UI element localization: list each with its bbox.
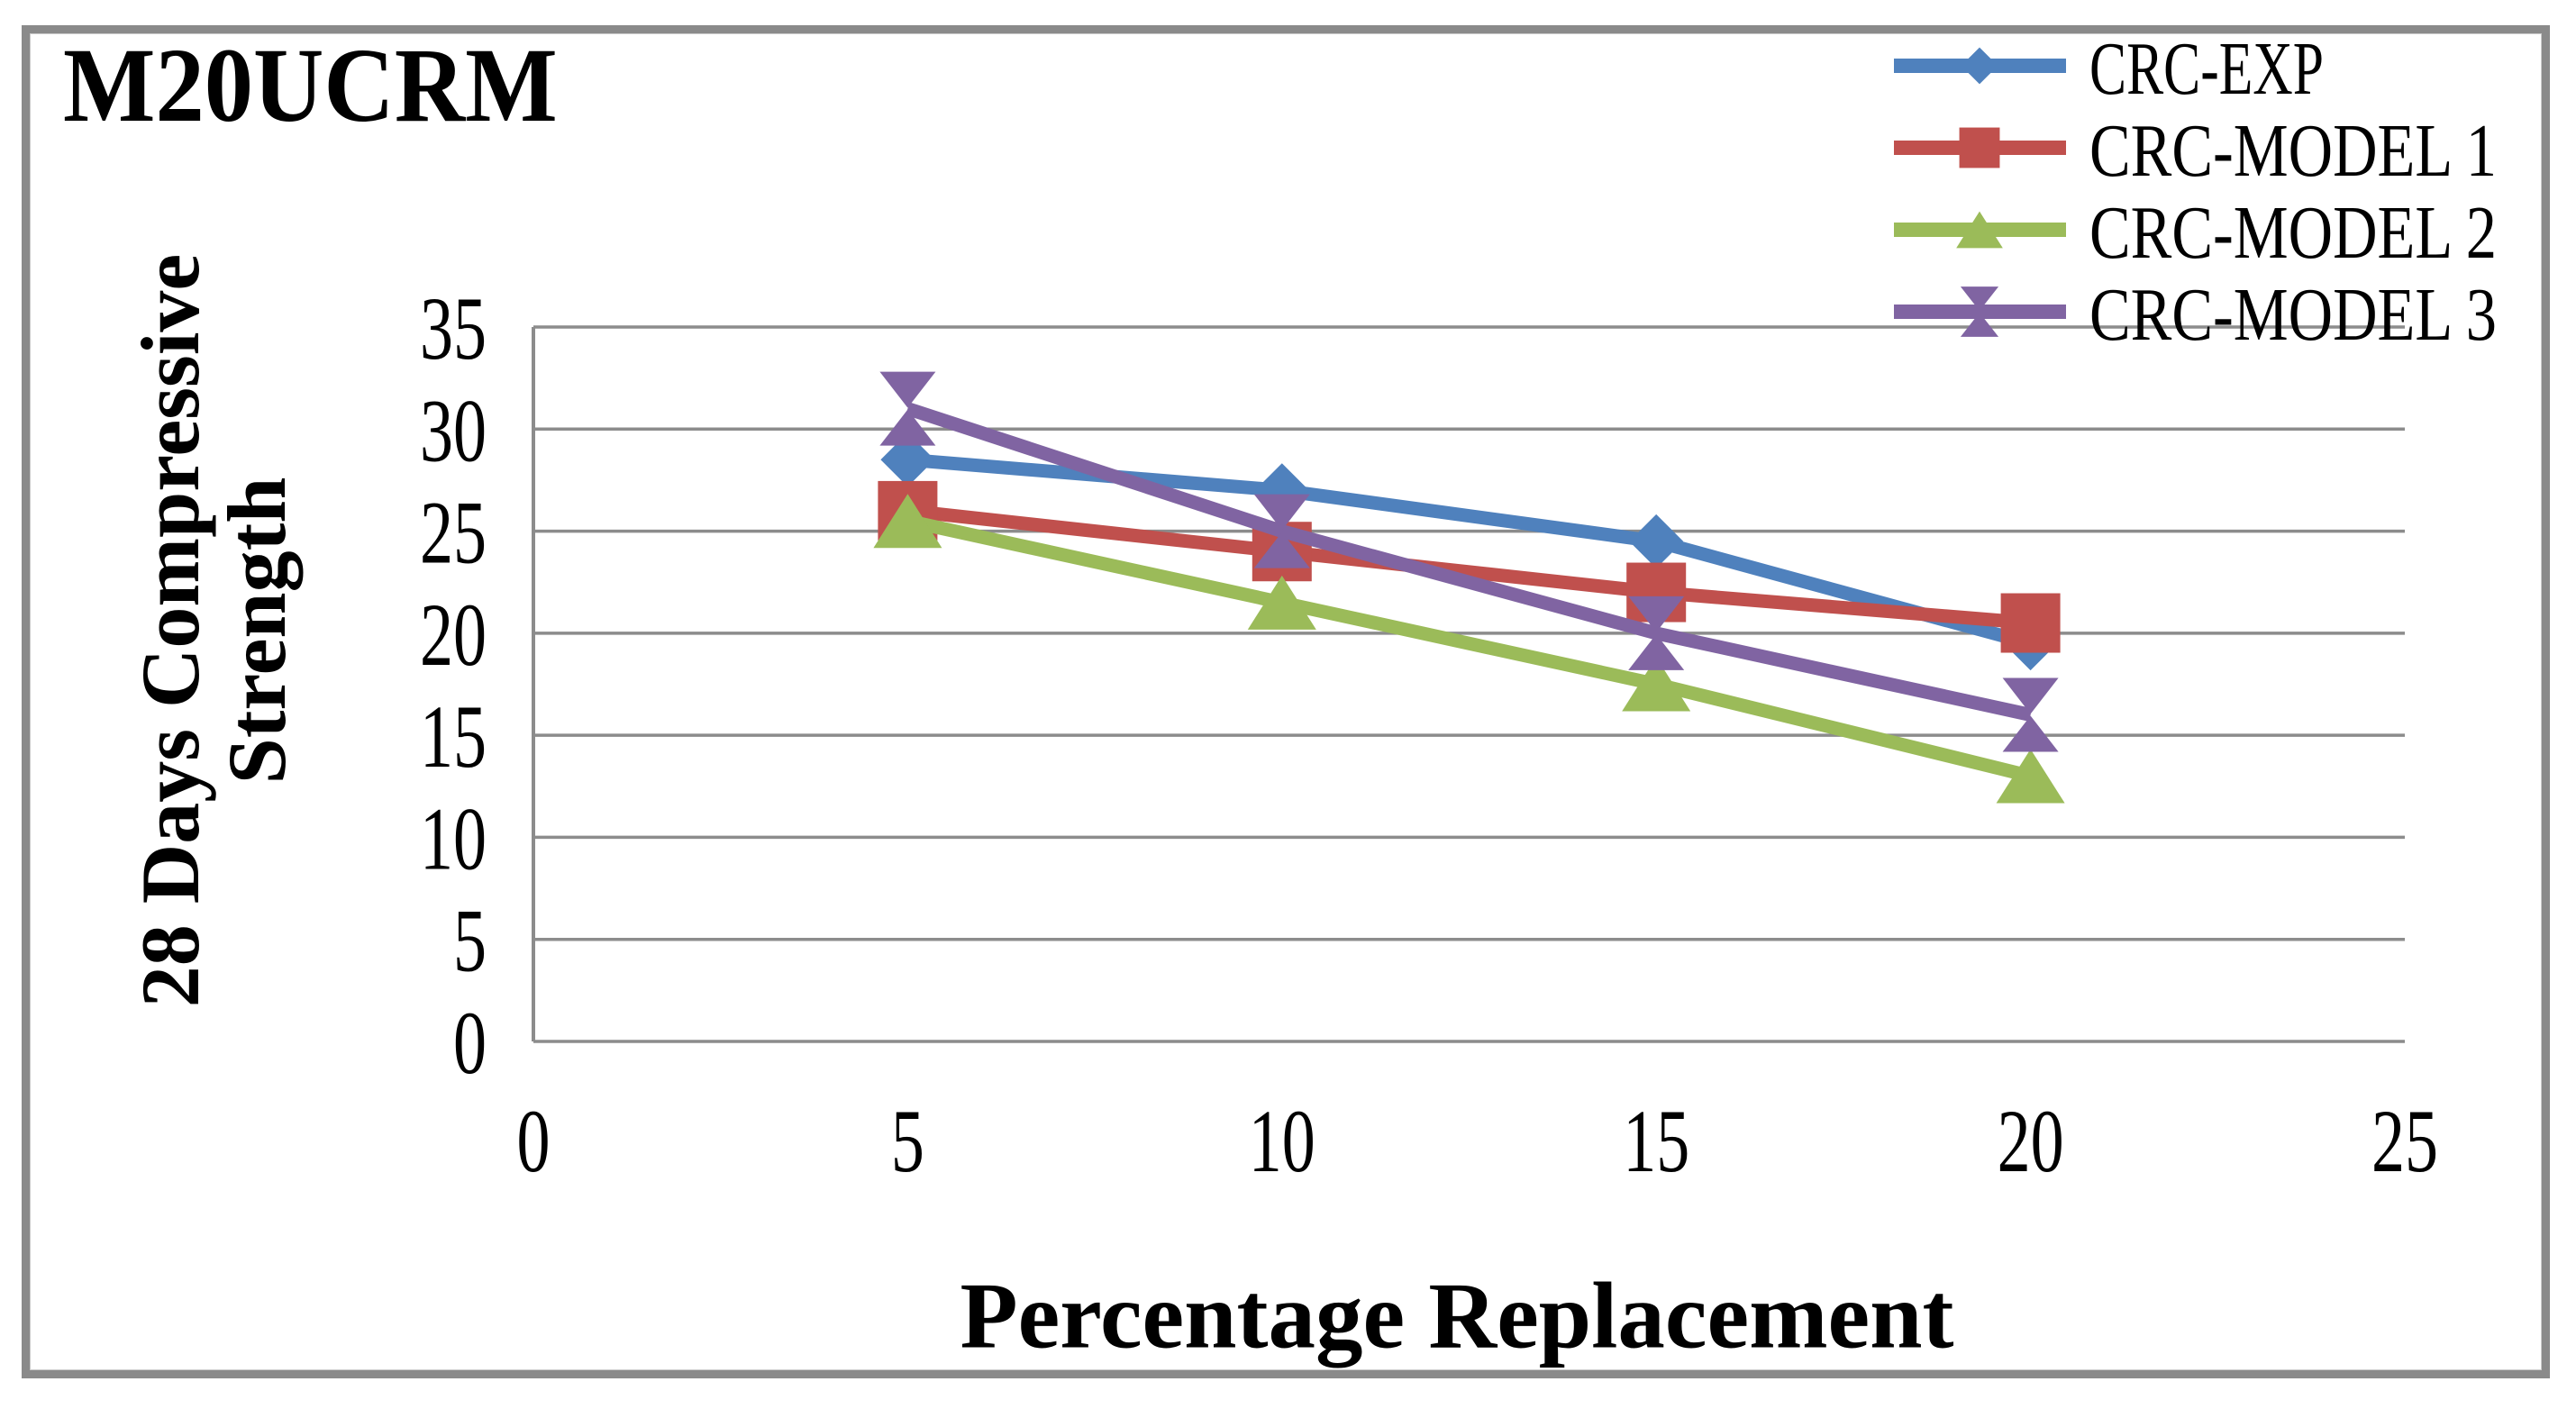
legend-item-CRC-MODEL 1: CRC-MODEL 1 <box>1894 109 2497 193</box>
marker-bowtie-x-legend-CRC-MODEL 3 <box>1960 286 1999 337</box>
y-tick-label-30: 30 <box>420 380 487 480</box>
series-line-CRC-MODEL 2 <box>906 514 2033 783</box>
marker-square-CRC-MODEL 1-x20 <box>2000 593 2061 653</box>
legend-label-CRC-EXP: CRC-EXP <box>2089 27 2324 111</box>
y-tick-label-0: 0 <box>453 993 487 1093</box>
y-tick-label-35: 35 <box>420 278 487 378</box>
legend-item-CRC-EXP: CRC-EXP <box>1894 27 2324 111</box>
chart-frame <box>22 25 2550 1378</box>
series-line-CRC-MODEL 1 <box>906 504 2032 630</box>
y-tick-label-10: 10 <box>420 788 487 888</box>
marker-triangle-up-CRC-MODEL 2-x20 <box>1996 749 2065 804</box>
y-tick-label-5: 5 <box>453 891 487 991</box>
marker-triangle-up-CRC-MODEL 2-x15 <box>1622 657 1691 712</box>
x-tick-label-20: 20 <box>1998 1091 2064 1191</box>
y-tick-label-25: 25 <box>420 483 487 583</box>
chart-title: M20UCRM <box>63 26 558 144</box>
marker-triangle-up-CRC-MODEL 2-x5 <box>873 494 942 549</box>
legend-label-CRC-MODEL 1: CRC-MODEL 1 <box>2089 109 2497 193</box>
x-axis-title: Percentage Replacement <box>960 1262 1954 1368</box>
y-tick-label-20: 20 <box>420 585 487 685</box>
marker-diamond-legend-CRC-EXP <box>1961 47 1998 85</box>
marker-triangle-up-CRC-MODEL 2-x10 <box>1247 575 1316 630</box>
x-tick-label-0: 0 <box>517 1091 551 1191</box>
x-tick-label-15: 15 <box>1623 1091 1689 1191</box>
marker-bowtie-x-CRC-MODEL 3-x15 <box>1628 595 1685 670</box>
legend-label-CRC-MODEL 2: CRC-MODEL 2 <box>2089 191 2497 275</box>
legend-item-CRC-MODEL 3: CRC-MODEL 3 <box>1894 273 2497 357</box>
marker-bowtie-x-CRC-MODEL 3-x5 <box>879 371 936 446</box>
x-tick-label-10: 10 <box>1249 1091 1315 1191</box>
marker-diamond-CRC-EXP-x5 <box>880 432 935 487</box>
y-tick-label-15: 15 <box>420 686 487 786</box>
marker-bowtie-x-CRC-MODEL 3-x10 <box>1253 494 1310 568</box>
series-line-CRC-MODEL 3 <box>906 402 2033 722</box>
marker-triangle-up-legend-CRC-MODEL 2 <box>1956 211 2003 249</box>
legend-item-CRC-MODEL 2: CRC-MODEL 2 <box>1894 191 2497 275</box>
marker-square-legend-CRC-MODEL 1 <box>1959 127 2000 168</box>
marker-diamond-CRC-EXP-x15 <box>1629 514 1684 568</box>
marker-bowtie-x-CRC-MODEL 3-x20 <box>2002 677 2059 752</box>
x-tick-label-5: 5 <box>891 1091 924 1191</box>
legend-label-CRC-MODEL 3: CRC-MODEL 3 <box>2089 273 2497 357</box>
x-tick-label-25: 25 <box>2371 1091 2438 1191</box>
